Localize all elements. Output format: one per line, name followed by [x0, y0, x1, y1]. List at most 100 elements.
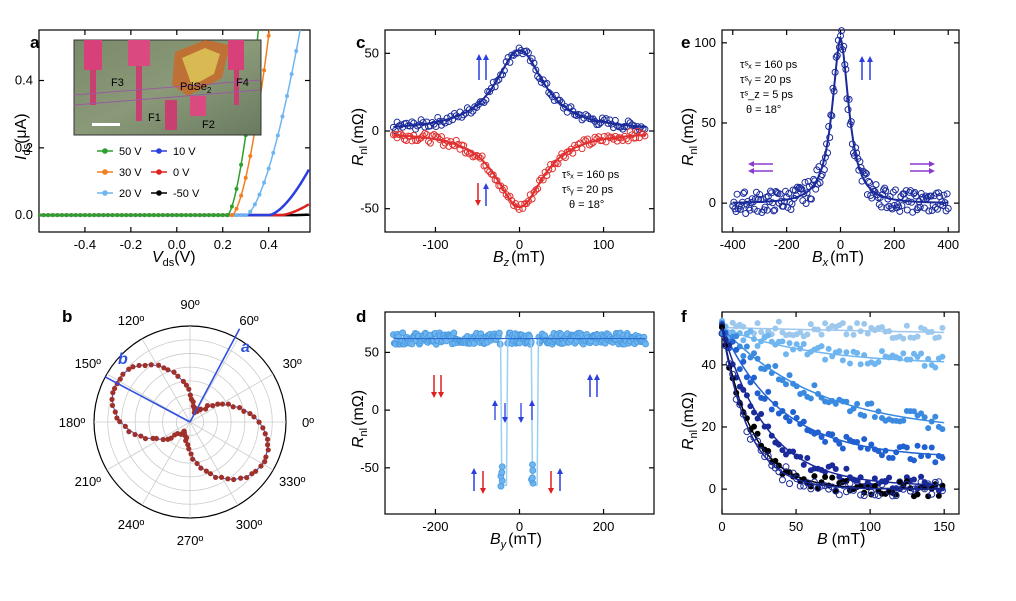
panel-e-point	[927, 192, 935, 200]
panel-f-point	[746, 435, 754, 443]
point-50V	[202, 213, 207, 218]
point-50V	[119, 213, 124, 218]
panel-e-point	[796, 183, 804, 191]
panel-f-xtick-label: 50	[789, 519, 803, 534]
panel-e-point	[816, 179, 824, 187]
point-30V	[266, 33, 271, 38]
panel-e-point	[776, 190, 784, 198]
panel-e-point	[942, 207, 950, 215]
polar-point	[171, 369, 177, 375]
polar-point	[155, 362, 162, 368]
polar-point	[183, 438, 189, 444]
point-50V	[211, 213, 216, 218]
panel-e-point	[888, 205, 896, 213]
panel-f-point	[740, 358, 747, 365]
panel-f-point	[921, 444, 928, 451]
point-30V	[243, 175, 248, 180]
panel-f-point	[832, 487, 840, 495]
panel-f-point	[803, 479, 811, 487]
panel-f-point	[722, 342, 730, 350]
polar-spoke	[141, 338, 191, 423]
panel-e-ylabel: Rnl(mΩ)	[680, 108, 700, 166]
point-20V	[294, 48, 299, 53]
panel-f-point	[829, 462, 836, 469]
polar-point	[256, 419, 262, 425]
polar-point	[153, 435, 159, 442]
point-20V	[271, 150, 276, 155]
panel-f-point	[886, 474, 893, 481]
point-30V	[229, 213, 234, 218]
panel-e-param-1: τˢₓ = 160 ps	[740, 59, 798, 71]
panel-e-param-2: τˢᵧ = 20 ps	[740, 74, 792, 86]
panel-f-point	[793, 341, 800, 348]
panel-f-point	[914, 484, 922, 492]
panel-c-fit	[393, 133, 646, 209]
panel-f-point	[889, 492, 897, 500]
panel-f-point	[875, 408, 882, 415]
panel-d-xtick-label: 200	[593, 519, 615, 534]
polar-point	[225, 401, 231, 407]
inset-label-f2: F2	[202, 119, 215, 131]
panel-f-point	[925, 452, 932, 459]
polar-point	[109, 396, 115, 403]
panel-d-xtick-label: 0	[516, 519, 523, 534]
panel-f-point	[846, 479, 854, 487]
panel-f-point	[928, 418, 935, 425]
point-50V	[257, 18, 261, 22]
point-50V	[101, 213, 106, 218]
panel-f-point	[843, 331, 850, 338]
polar-point	[264, 436, 271, 442]
panel-f-point	[786, 418, 793, 425]
polar-point	[263, 454, 269, 460]
polar-point	[117, 376, 123, 382]
panel-e-point	[773, 188, 781, 196]
polar-point	[185, 442, 191, 448]
panel-c-ytick-label: -50	[360, 201, 379, 216]
panel-c-point	[532, 186, 540, 194]
panel-f-fit	[721, 326, 945, 334]
panel-f-point	[811, 382, 818, 389]
panel-f-point	[765, 423, 772, 430]
panel-e-point	[768, 189, 776, 197]
panel-f-point	[910, 408, 917, 415]
panel-e-point	[824, 149, 832, 157]
panel-f-point	[861, 412, 868, 419]
panel-c-xtick-label: -100	[422, 237, 448, 252]
panel-f-point	[875, 358, 882, 365]
polar-point	[238, 475, 244, 481]
panel-d-ytick-label: 50	[365, 344, 379, 359]
point-30V	[239, 193, 244, 198]
panel-f-point	[928, 444, 935, 451]
point-50V	[225, 213, 230, 218]
point-50V	[69, 213, 74, 218]
panel-f-point	[857, 328, 864, 335]
panel-a-xtick-label: 0.2	[214, 237, 232, 252]
panel-e-point	[770, 207, 778, 215]
panel-f-point	[843, 398, 850, 405]
panel-e-point	[746, 206, 754, 214]
panel-c-point	[565, 147, 573, 155]
panel-f-point	[931, 478, 939, 486]
polar-point	[225, 476, 231, 482]
panel-f-point	[725, 360, 733, 368]
panel-e-point	[921, 204, 929, 212]
panel-f-point	[790, 346, 797, 353]
panel-c-arrows	[475, 54, 489, 206]
panel-f-point	[839, 320, 846, 327]
panel-f-point	[750, 350, 757, 357]
panel-e-ytick-label: 50	[702, 115, 716, 130]
legend-marker	[102, 190, 108, 196]
panel-f-point	[793, 414, 800, 421]
polar-point	[188, 451, 194, 457]
polar-point	[190, 456, 196, 462]
panel-f-point	[782, 381, 789, 388]
panel-e-point	[771, 206, 779, 214]
panel-f-point	[832, 400, 839, 407]
panel-d-point	[399, 329, 407, 337]
panel-e-fit	[732, 35, 949, 204]
panel-e-point	[882, 187, 890, 195]
panel-f-point	[914, 442, 921, 449]
panel-c-point	[452, 136, 460, 144]
inset-label-f1: F1	[148, 112, 161, 124]
panel-a-ytick-label: 0.0	[15, 207, 33, 222]
